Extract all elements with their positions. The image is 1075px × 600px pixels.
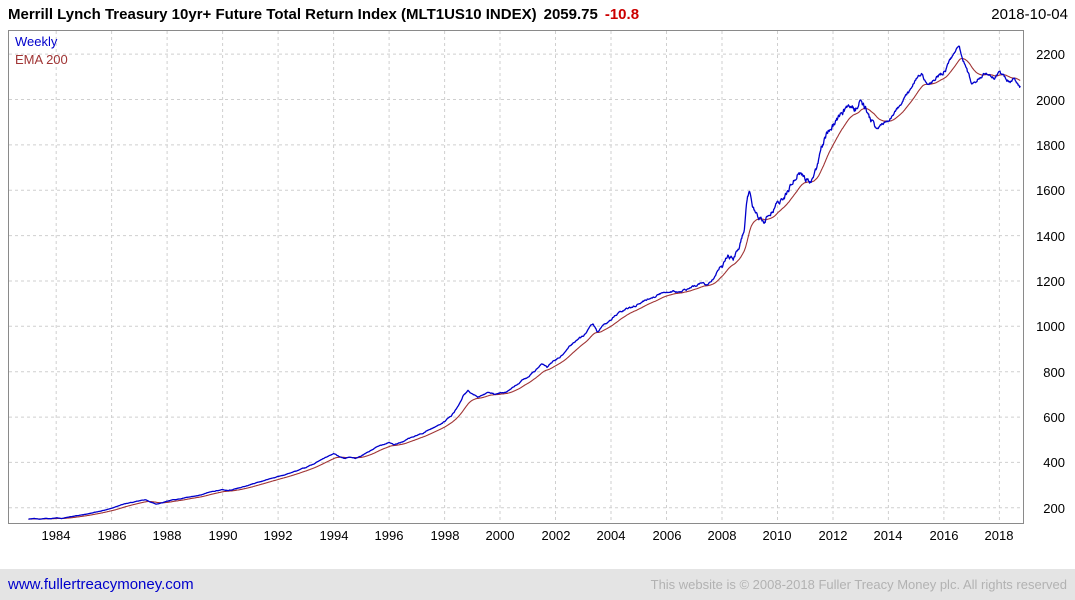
- y-axis-label: 1400: [1036, 229, 1065, 244]
- legend: Weekly EMA 200: [15, 33, 68, 69]
- title-text: Merrill Lynch Treasury 10yr+ Future Tota…: [8, 6, 537, 23]
- y-axis-label: 1000: [1036, 319, 1065, 334]
- change-value: -10.8: [604, 6, 640, 23]
- x-axis-label: 2010: [762, 528, 792, 543]
- x-axis-label: 1986: [97, 528, 127, 543]
- x-axis-label: 1998: [430, 528, 460, 543]
- price-line-path: [28, 45, 1021, 520]
- y-axis-label: 600: [1043, 410, 1065, 425]
- x-axis-label: 2012: [818, 528, 848, 543]
- x-axis-label: 1994: [319, 528, 349, 543]
- chart-title: Merrill Lynch Treasury 10yr+ Future Tota…: [8, 6, 639, 23]
- x-axis-label: 2016: [929, 528, 959, 543]
- x-axis-label: 2002: [541, 528, 571, 543]
- site-link[interactable]: www.fullertreacymoney.com: [8, 576, 194, 593]
- x-axis-label: 2000: [485, 528, 515, 543]
- x-axis-label: 1992: [263, 528, 293, 543]
- x-axis-label: 2004: [596, 528, 626, 543]
- y-axis-label: 2200: [1036, 47, 1065, 62]
- ema-line-path: [28, 57, 1021, 520]
- footer: www.fullertreacymoney.com This website i…: [0, 569, 1075, 600]
- x-axis-label: 2018: [984, 528, 1014, 543]
- y-axis-label: 400: [1043, 455, 1065, 470]
- copyright-text: This website is © 2008-2018 Fuller Treac…: [650, 577, 1067, 592]
- x-axis-label: 1984: [41, 528, 71, 543]
- legend-ema-label: EMA 200: [15, 52, 68, 67]
- x-axis-label: 1996: [374, 528, 404, 543]
- y-axis-label: 1800: [1036, 138, 1065, 153]
- y-axis-label: 800: [1043, 365, 1065, 380]
- x-axis-label: 2008: [707, 528, 737, 543]
- chart-date: 2018-10-04: [991, 6, 1068, 23]
- y-axis-label: 200: [1043, 501, 1065, 516]
- y-axis-label: 1200: [1036, 274, 1065, 289]
- legend-weekly-label: Weekly: [15, 34, 58, 49]
- x-axis-label: 2006: [652, 528, 682, 543]
- chart-canvas: [9, 31, 1023, 523]
- plot-area: Weekly EMA 200: [8, 30, 1024, 524]
- x-axis-label: 1988: [152, 528, 182, 543]
- x-axis-label: 2014: [873, 528, 903, 543]
- gridlines: [9, 31, 1023, 523]
- y-axis-label: 1600: [1036, 183, 1065, 198]
- last-value: 2059.75: [543, 6, 598, 23]
- x-axis-label: 1990: [208, 528, 238, 543]
- y-axis-label: 2000: [1036, 93, 1065, 108]
